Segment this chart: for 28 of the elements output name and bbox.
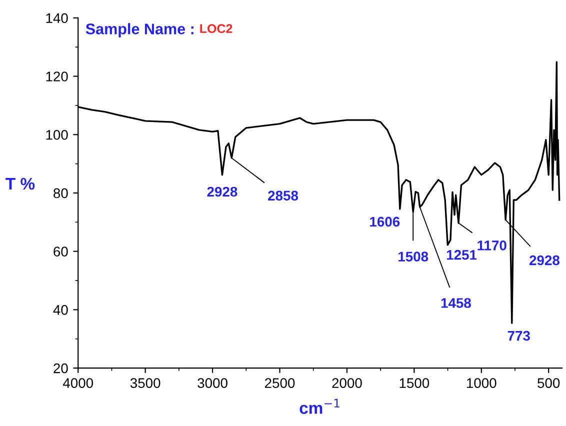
x-tick-label: 3000	[198, 378, 228, 388]
annotation: 773	[508, 330, 530, 341]
annotation: 2928	[530, 255, 560, 266]
annotation: 1170	[478, 240, 506, 250]
y-tick-label: 60	[54, 246, 68, 257]
x-tick-label: 1000	[466, 378, 496, 388]
x-tick-label: 4000	[62, 378, 94, 388]
annotation: 1458	[441, 298, 471, 308]
y-axis-title: T %	[6, 178, 35, 190]
annotation: 1508	[398, 252, 428, 262]
x-tick-label: 500	[538, 378, 560, 388]
chart-title: Sample Name :	[86, 23, 194, 38]
x-tick-label: 2000	[332, 378, 362, 388]
chart-subtitle: LOC2	[200, 24, 232, 34]
y-tick-label: 100	[46, 130, 68, 140]
x-axis-title: cm$^{−1}$	[300, 398, 340, 414]
y-tick-label: 40	[53, 305, 68, 315]
y-tick-label: 20	[54, 363, 68, 374]
x-tick-label: 3500	[130, 378, 160, 388]
y-tick-label: 140	[46, 13, 68, 24]
annotation: 2928	[207, 186, 238, 197]
annotation: 1251	[446, 250, 477, 260]
annotation: 2858	[268, 190, 298, 201]
y-tick-label: 120	[46, 72, 68, 82]
annotation: 1606	[370, 216, 400, 227]
x-tick-label: 2500	[264, 378, 295, 388]
x-tick-label: 1500	[400, 378, 430, 388]
y-tick-label: 80	[54, 188, 68, 198]
